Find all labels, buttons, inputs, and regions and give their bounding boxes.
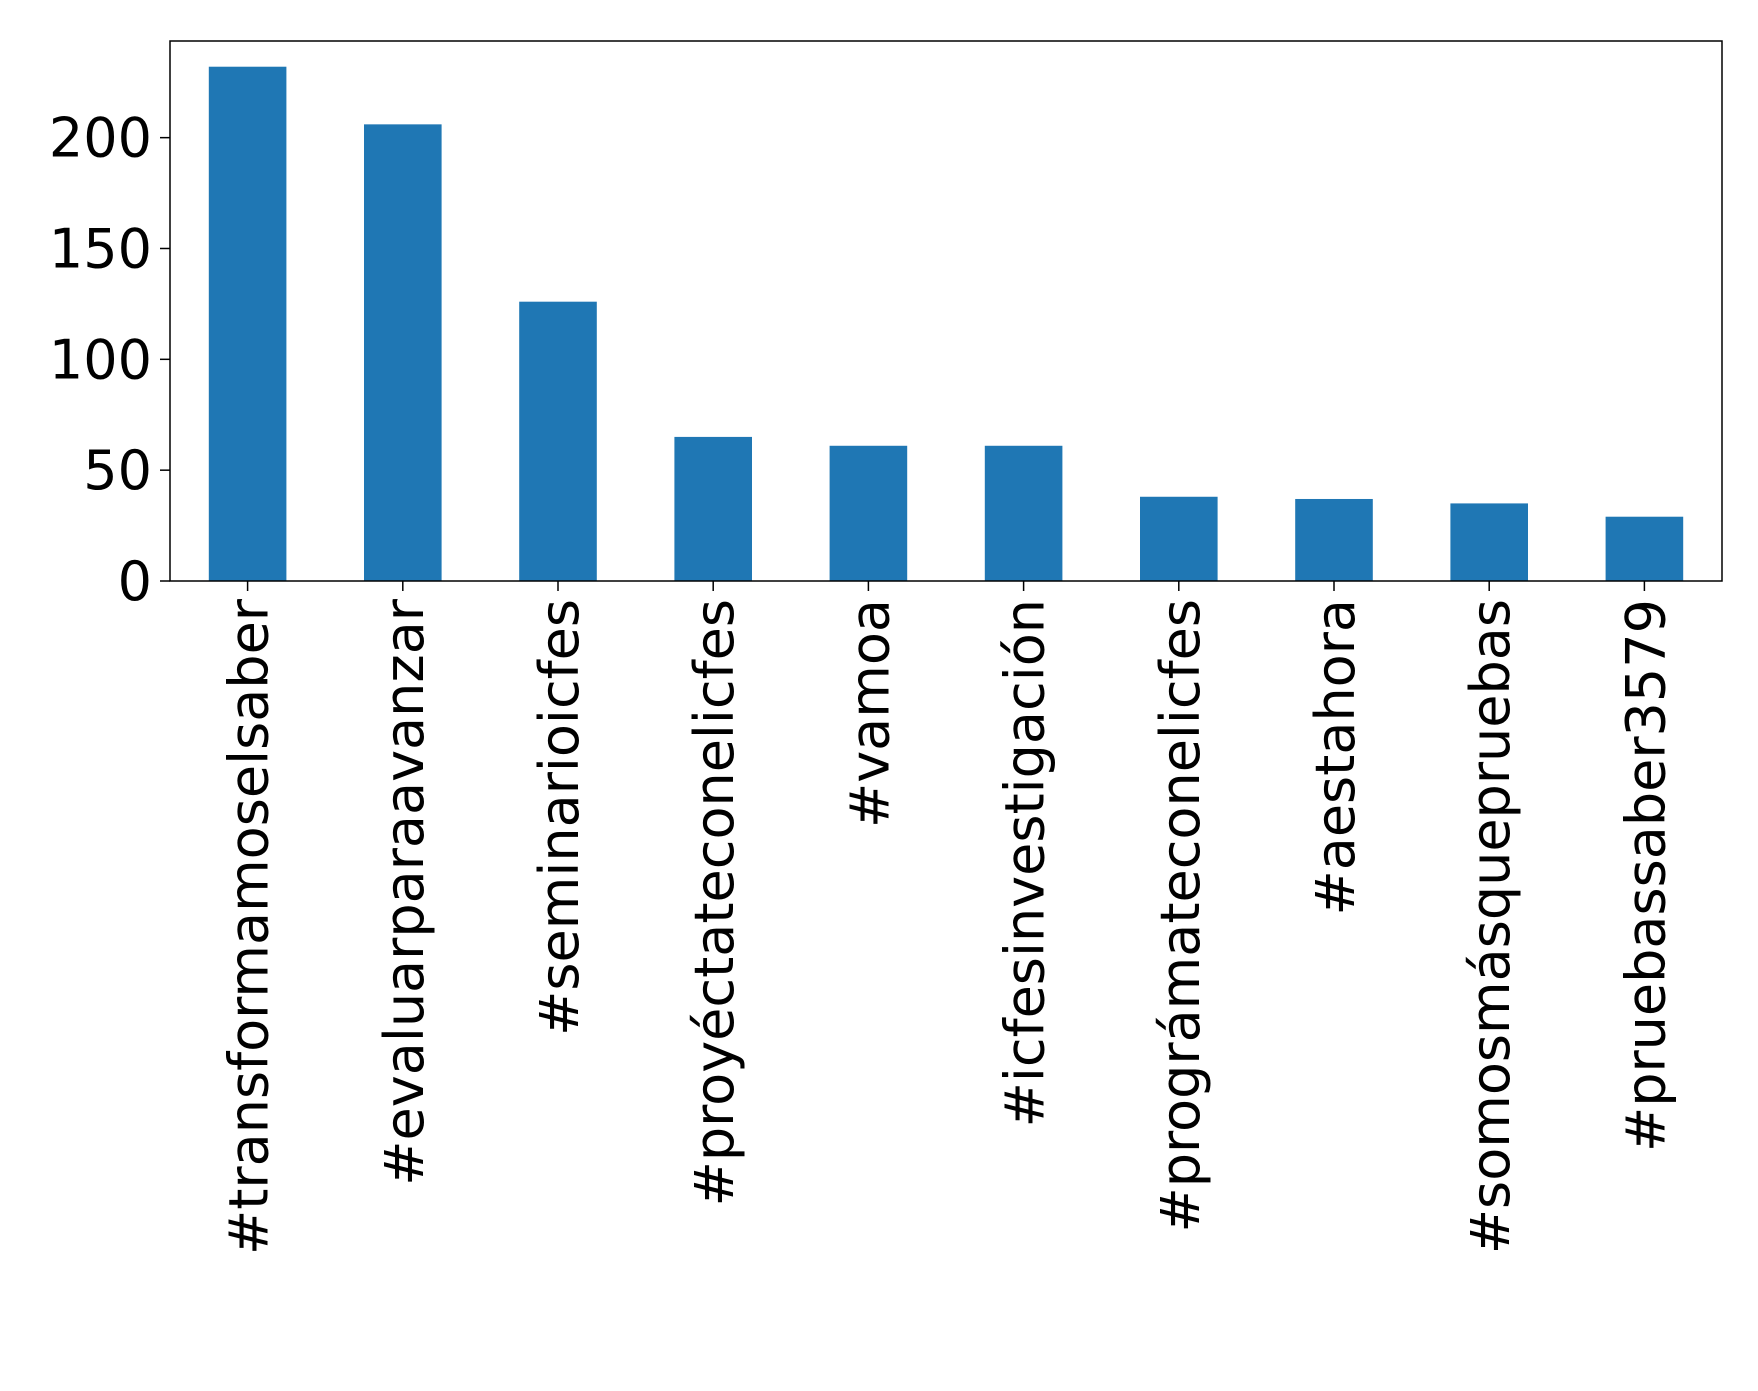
x-tick-label-8: #somosmásquepruebas: [1459, 599, 1522, 1254]
bar-4: [829, 445, 908, 581]
bars-layer: [208, 66, 1684, 581]
bar-0: [208, 66, 287, 581]
x-axis: #transformamoselsaber #evaluarparaavanzar…: [218, 581, 1677, 1255]
bar-6: [1140, 496, 1218, 581]
plot-frame: [169, 40, 1723, 582]
y-axis: 0 50 100 150 200: [49, 107, 170, 613]
x-tick-label-4: #vamoa: [838, 599, 901, 828]
x-tick-label-1: #evaluarparaavanzar: [373, 598, 436, 1185]
bar-9: [1605, 516, 1684, 581]
bar-8: [1450, 503, 1528, 581]
x-tick-label-7: #aestahora: [1304, 599, 1367, 916]
bar-7: [1295, 498, 1373, 581]
bar-5: [984, 445, 1063, 581]
x-tick-label-5: #icfesinvestigación: [994, 599, 1057, 1127]
x-tick-label-3: #proyéctateconelicfes: [683, 599, 746, 1206]
x-tick-label-0: #transformamoselsaber: [218, 598, 281, 1255]
y-tick-label-3: 150: [49, 217, 152, 280]
y-tick-label-1: 50: [83, 439, 152, 502]
bar-3: [674, 436, 752, 581]
y-tick-label-4: 200: [49, 107, 152, 170]
y-tick-label-2: 100: [49, 328, 152, 391]
bar-1: [364, 124, 442, 581]
x-tick-label-2: #seminarioicfes: [528, 599, 591, 1036]
y-tick-label-0: 0: [118, 550, 152, 613]
bar-2: [519, 301, 597, 581]
x-tick-label-6: #prográmateconelicfes: [1149, 599, 1212, 1232]
x-tick-label-9: #pruebassaber3579: [1614, 599, 1677, 1152]
